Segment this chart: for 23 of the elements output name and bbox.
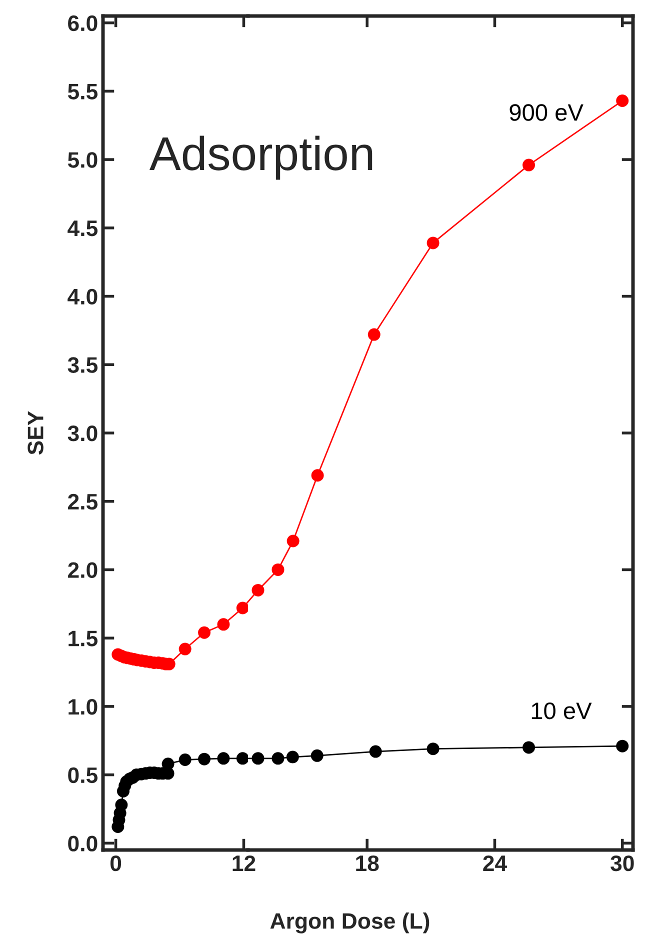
- y-axis-title: SEY: [28, 411, 44, 455]
- series-label: 900 eV: [510, 104, 584, 121]
- y-tick-label: 3.0: [68, 426, 98, 442]
- x-tick-label: 24: [483, 855, 507, 871]
- y-tick-label: 4.5: [68, 220, 98, 236]
- y-tick-label: 6.0: [68, 15, 98, 32]
- y-tick-label: 5.0: [68, 152, 98, 168]
- x-tick-label: 0: [110, 855, 122, 872]
- y-tick-label: 5.5: [68, 84, 98, 100]
- y-tick-label: 2.0: [68, 562, 98, 578]
- text: Adsorption: [149, 136, 372, 180]
- y-tick-label: 0.5: [68, 767, 98, 784]
- x-tick-label: 30: [610, 855, 634, 872]
- y-tick-label: 2.5: [68, 494, 98, 510]
- x-tick-label: 18: [356, 855, 379, 872]
- y-tick-label: 1.0: [68, 698, 98, 715]
- y-tick-label: 0.0: [68, 836, 98, 852]
- y-tick-label: 3.5: [68, 357, 98, 373]
- x-axis-title: Argon Dose (L): [270, 912, 430, 934]
- x-tick-label: 12: [232, 855, 256, 871]
- series-label: 10 eV: [532, 702, 592, 720]
- y-tick-label: 1.5: [68, 630, 98, 646]
- y-tick-label: 4.0: [68, 288, 98, 305]
